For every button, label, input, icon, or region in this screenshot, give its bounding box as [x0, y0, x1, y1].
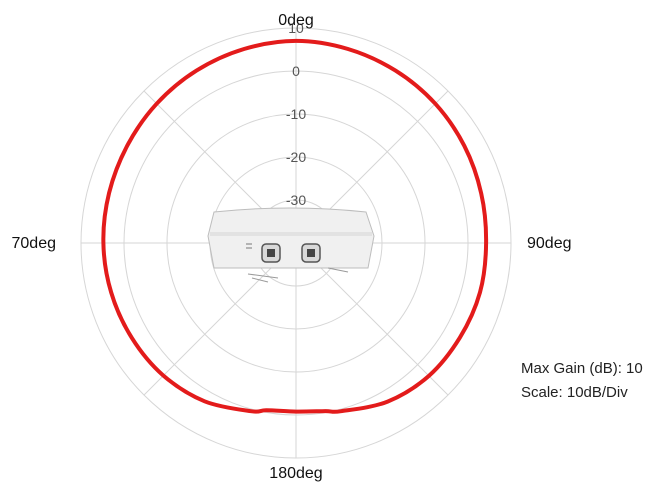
- angle-label: 180deg: [269, 465, 322, 482]
- angle-label: 70deg: [12, 235, 57, 252]
- max-gain-annotation: Max Gain (dB): 10: [521, 360, 643, 377]
- radial-tick-label: -20: [286, 149, 306, 165]
- series-line: [101, 38, 489, 414]
- radial-tick-label: 0: [292, 63, 300, 79]
- wireless-access-point-icon: [207, 207, 375, 283]
- radial-tick-label: -10: [286, 106, 306, 122]
- angle-label: 0deg: [278, 12, 314, 29]
- angle-label: 90deg: [527, 235, 572, 252]
- radial-tick-label: 10: [288, 20, 304, 36]
- series-layer: [101, 38, 489, 414]
- radial-tick-labels: 10 0 -10 -20 -30: [286, 20, 306, 208]
- scale-annotation: Scale: 10dB/Div: [521, 384, 628, 401]
- radial-tick-label: -30: [286, 192, 306, 208]
- angle-labels: 0deg 90deg 180deg 70deg: [12, 12, 572, 482]
